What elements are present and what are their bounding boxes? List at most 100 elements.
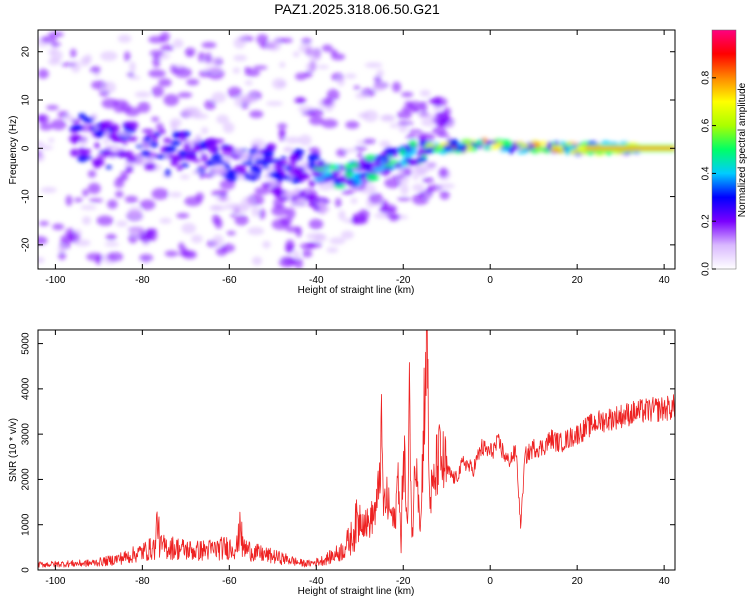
- spectrogram-cell: [307, 154, 313, 163]
- spectrogram-cell: [540, 141, 549, 146]
- spectrogram-cell: [184, 196, 202, 207]
- spectrogram-cell: [363, 138, 376, 145]
- snr-x-tick-label: -100: [45, 576, 65, 587]
- spectrogram-cell: [184, 47, 196, 55]
- spectrogram-cell: [425, 186, 434, 195]
- spectrogram-cell: [40, 187, 57, 193]
- spectrogram-cell: [140, 232, 152, 244]
- spectrogram-cell: [164, 250, 178, 257]
- spectrogram-cell: [163, 137, 172, 144]
- spectrogram-cell: [353, 175, 360, 183]
- spectrogram-cell: [265, 101, 283, 106]
- spectrogram-cell: [408, 129, 423, 134]
- spectrogram-x-tick-label: -60: [222, 275, 237, 286]
- spectrogram-cell: [392, 81, 402, 93]
- spectrogram-cell: [124, 107, 140, 117]
- spectrogram-cell: [204, 159, 218, 167]
- spectrogram-cell: [70, 148, 80, 157]
- spectrogram-cell: [180, 137, 189, 142]
- spectrogram-cell: [321, 44, 333, 52]
- spectrogram-cell: [320, 206, 330, 212]
- spectrogram-cell: [417, 171, 426, 177]
- spectrogram-cell: [70, 124, 84, 131]
- spectrogram-cell: [343, 163, 355, 170]
- spectrogram-x-tick-label: -20: [396, 275, 411, 286]
- spectrogram-cell: [355, 92, 368, 99]
- spectrogram-cell: [288, 162, 297, 167]
- spectrogram-cell: [170, 64, 178, 74]
- spectrogram-cell: [91, 80, 108, 90]
- spectrogram-cell: [204, 66, 222, 73]
- spectrogram-cell: [402, 152, 413, 158]
- spectrogram-cell: [48, 137, 55, 143]
- colorbar-tick-label: 0.0: [701, 262, 712, 276]
- spectrogram-x-tick-label: 20: [572, 275, 584, 286]
- spectrogram-cell: [262, 182, 272, 189]
- spectrogram-cell: [326, 106, 333, 112]
- spectrogram-cell: [299, 242, 316, 250]
- spectrogram-cell: [438, 183, 455, 189]
- spectrogram-cell: [372, 167, 383, 173]
- spectrogram-cell: [368, 192, 383, 204]
- spectrogram-cell: [551, 149, 563, 153]
- spectrogram-cell: [417, 113, 432, 119]
- spectrogram-cell: [277, 175, 283, 182]
- spectrogram-cell: [298, 43, 313, 54]
- spectrogram-cell: [99, 90, 110, 97]
- spectrogram-cell: [163, 94, 179, 106]
- spectrogram-cell: [241, 160, 254, 166]
- spectrogram-cell: [212, 234, 224, 247]
- spectrogram-cell: [387, 159, 399, 165]
- spectrogram-cell: [106, 252, 124, 262]
- spectrogram-cell: [244, 80, 253, 86]
- spectrogram-cell: [193, 113, 209, 120]
- spectrogram-cell: [41, 35, 57, 44]
- spectrogram-cell: [233, 54, 247, 62]
- spectrogram-cell: [206, 143, 219, 151]
- spectrogram-y-axis-label: Frequency (Hz): [8, 116, 19, 185]
- spectrogram-cell: [298, 190, 305, 198]
- spectrogram-cell: [375, 154, 388, 160]
- spectrogram-cell: [267, 40, 282, 52]
- spectrogram-cell: [313, 163, 325, 169]
- spectrogram-cell: [151, 188, 169, 200]
- spectrogram-x-tick-label: 0: [487, 275, 493, 286]
- spectrogram-cell: [405, 134, 417, 140]
- spectrogram-cell: [329, 237, 346, 245]
- colorbar-tick-label: 0.2: [701, 214, 712, 228]
- spectrogram-cell: [173, 156, 182, 162]
- spectrogram-cell: [420, 101, 428, 114]
- spectrogram-cell: [94, 129, 105, 135]
- spectrogram-cell: [204, 173, 214, 178]
- spectrogram-cell: [261, 164, 270, 169]
- spectrogram-x-tick-label: 40: [659, 275, 671, 286]
- spectrogram-cell: [345, 181, 353, 186]
- spectrogram-cell: [191, 234, 203, 244]
- spectrogram-cell: [169, 192, 183, 198]
- spectrogram-cell: [155, 154, 167, 160]
- spectrogram-cell: [356, 161, 369, 167]
- spectrogram-cell: [176, 212, 190, 219]
- spectrogram-cell: [439, 190, 450, 200]
- spectrogram-cell: [341, 189, 355, 195]
- spectrogram-cell: [373, 162, 383, 168]
- spectrogram-cell: [240, 102, 249, 109]
- spectrogram-cell: [151, 116, 160, 122]
- spectrogram-cell: [87, 170, 97, 178]
- spectrogram-cell: [291, 166, 304, 173]
- spectrogram-x-axis-label: Height of straight line (km): [298, 285, 415, 296]
- spectrogram-cell: [48, 31, 64, 38]
- spectrogram-cell: [396, 110, 412, 120]
- spectrogram-cell: [139, 199, 156, 211]
- spectrogram-cell: [219, 179, 236, 190]
- spectrogram-cell: [204, 99, 216, 111]
- snr-panel: -100 -80 -60 -40 -20 0 20 40 0 1000 2000 3000 4000 50…: [8, 329, 676, 597]
- spectrogram-cell: [57, 245, 66, 253]
- spectrogram-cell: [88, 198, 104, 203]
- spectrogram-cell: [501, 139, 513, 148]
- spectrogram-cell: [223, 162, 231, 171]
- spectrogram-cell: [128, 226, 145, 236]
- spectrogram-cell: [486, 140, 498, 144]
- spectrogram-cell: [74, 197, 83, 203]
- spectrogram-cell: [172, 38, 184, 49]
